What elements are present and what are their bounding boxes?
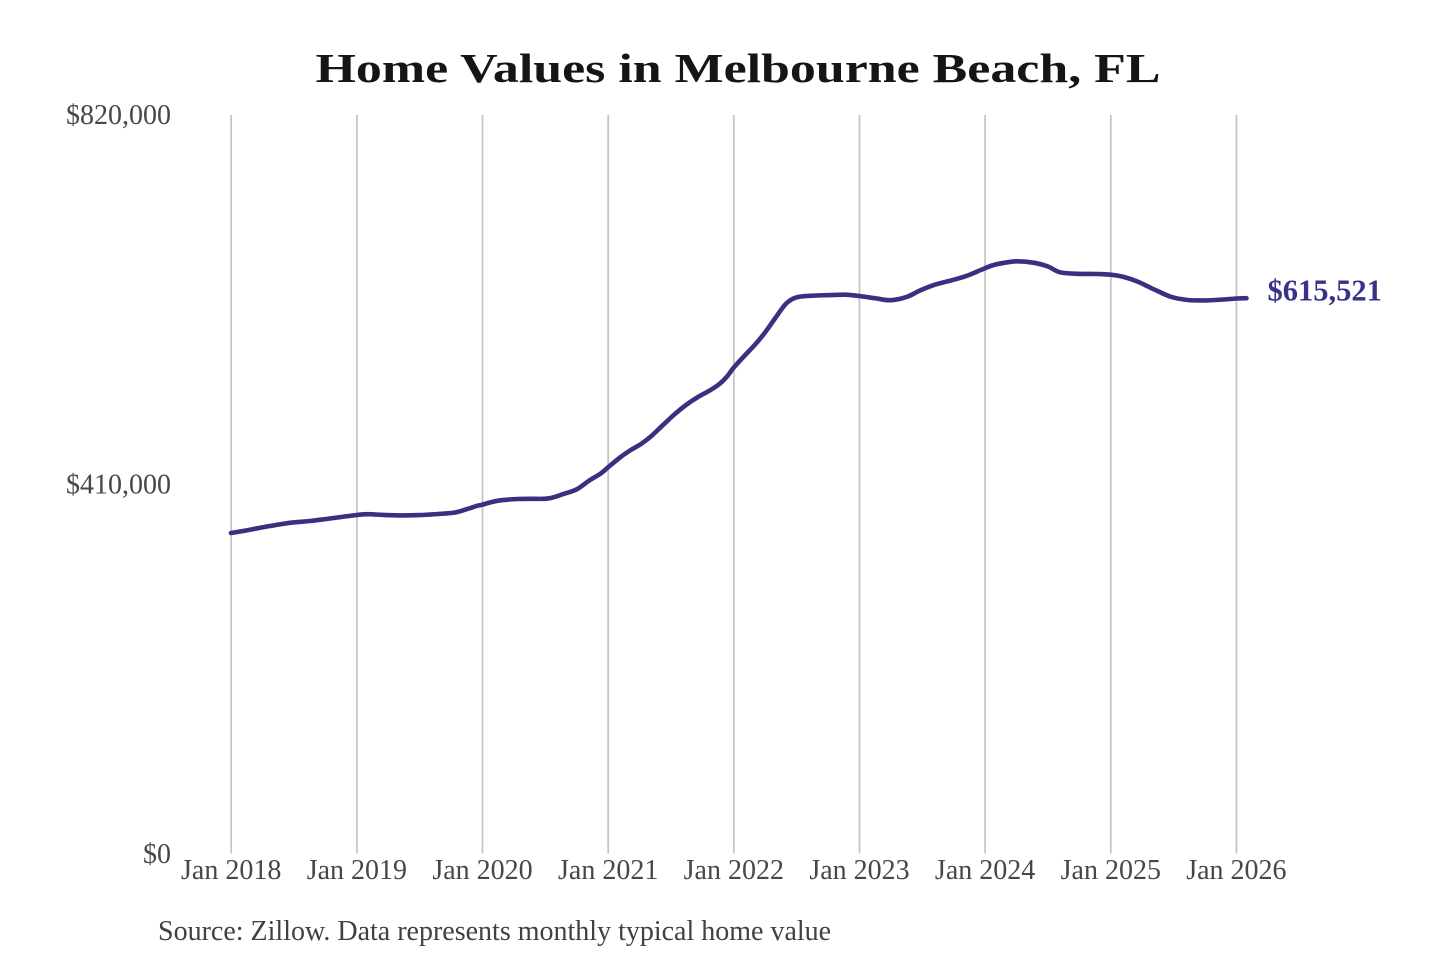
svg-text:Jan 2024: Jan 2024 (935, 855, 1035, 886)
svg-text:Jan 2020: Jan 2020 (432, 855, 532, 886)
svg-text:Home Values in Melbourne Beach: Home Values in Melbourne Beach, FL (316, 45, 1161, 91)
svg-text:Jan 2019: Jan 2019 (307, 855, 407, 886)
svg-text:Source: Zillow. Data represent: Source: Zillow. Data represents monthly … (158, 916, 831, 947)
svg-text:Jan 2026: Jan 2026 (1186, 855, 1286, 886)
svg-text:$615,521: $615,521 (1268, 274, 1382, 308)
svg-text:Jan 2023: Jan 2023 (809, 855, 909, 886)
svg-text:Jan 2021: Jan 2021 (558, 855, 658, 886)
svg-text:Jan 2018: Jan 2018 (181, 855, 281, 886)
svg-text:Jan 2025: Jan 2025 (1061, 855, 1161, 886)
svg-text:Jan 2022: Jan 2022 (684, 855, 784, 886)
svg-text:$820,000: $820,000 (66, 100, 171, 131)
svg-text:$0: $0 (143, 839, 171, 870)
svg-text:$410,000: $410,000 (66, 470, 171, 501)
